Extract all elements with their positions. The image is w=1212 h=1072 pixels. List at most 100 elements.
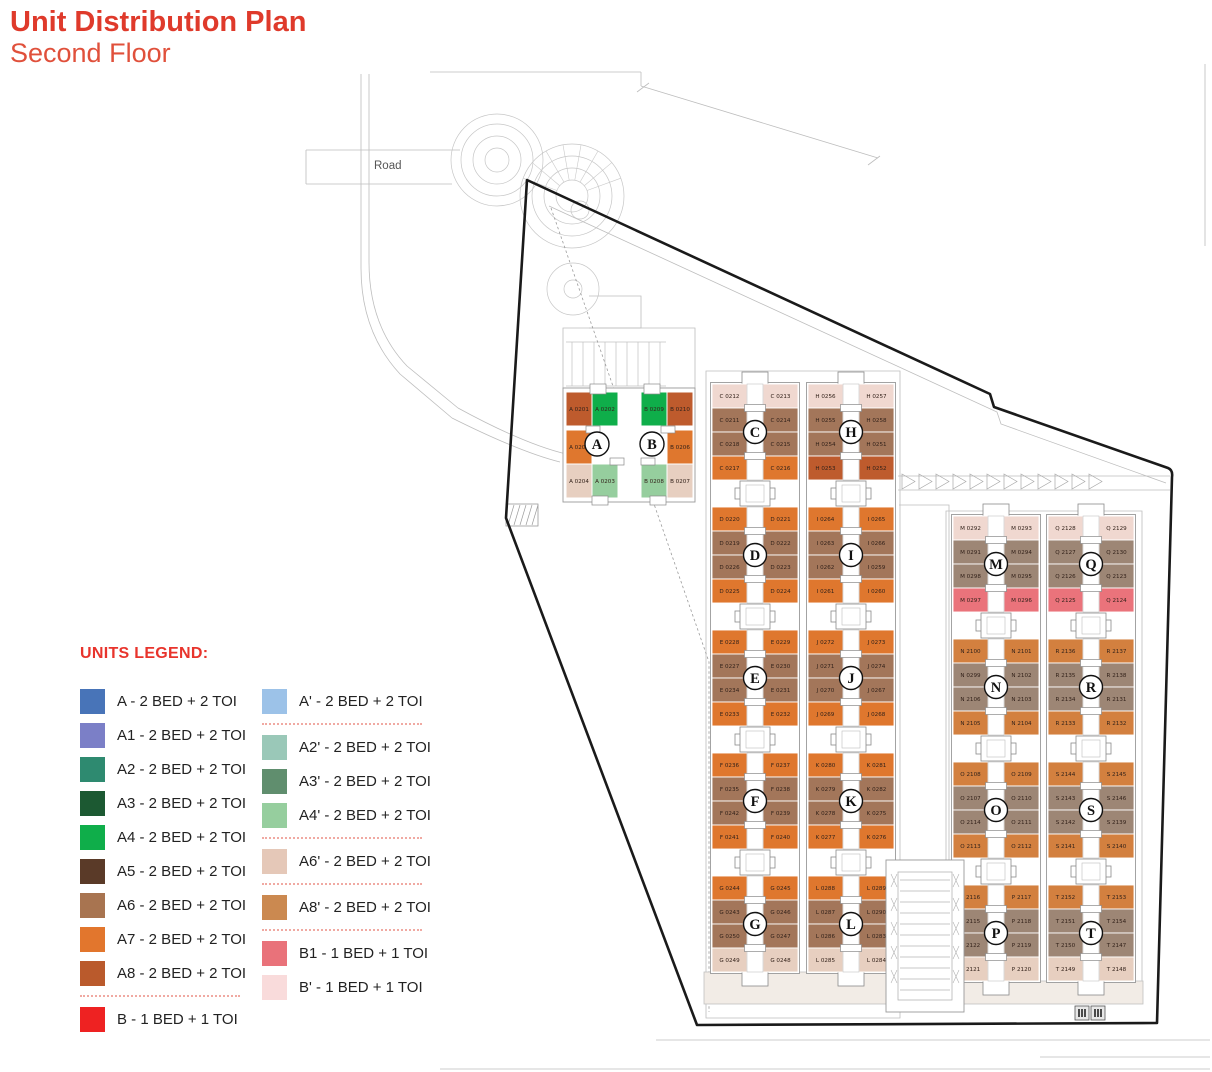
elevator-icon-bar bbox=[1094, 1009, 1096, 1017]
landscape-circle bbox=[472, 135, 522, 185]
lift-notch bbox=[840, 404, 862, 412]
unit-cell bbox=[858, 629, 895, 655]
sketch-line bbox=[867, 155, 881, 166]
unit-number-label: P 2120 bbox=[1012, 967, 1032, 973]
unit-number-label: R 2132 bbox=[1107, 721, 1127, 727]
legend-label: A2' - 2 BED + 2 TOI bbox=[299, 739, 431, 756]
unit-number-label: D 0224 bbox=[770, 589, 791, 595]
unit-cell bbox=[711, 701, 748, 727]
unit-number-label: R 2135 bbox=[1056, 673, 1076, 679]
section-F: F 0236 F 0237 F 0235 F 0238 F 0242 F 0239 F 02… bbox=[711, 752, 799, 876]
legend-label: A - 2 BED + 2 TOI bbox=[117, 693, 237, 710]
legend-column-left: A - 2 BED + 2 TOI A1 - 2 BED + 2 TOI A2 - … bbox=[80, 689, 262, 1041]
stair-core-inner bbox=[841, 607, 861, 626]
section-circle-L bbox=[838, 911, 864, 937]
landscape-circle bbox=[543, 167, 601, 225]
unit-number-label: I 0264 bbox=[817, 517, 835, 523]
lift-notch bbox=[985, 905, 1007, 913]
section-T: T 2152 T 2153 T 2151 T 2154 T 2150 T 2147 T 21… bbox=[1047, 884, 1135, 982]
gate-hatch bbox=[513, 504, 521, 526]
stringer-brace bbox=[952, 897, 960, 912]
lift-notch bbox=[744, 650, 766, 658]
gate-hatch bbox=[507, 504, 515, 526]
lift-notch bbox=[1080, 707, 1102, 715]
unit-cell bbox=[807, 530, 844, 556]
base-platform-west bbox=[703, 971, 903, 1005]
unit-number-label: P 2121 bbox=[961, 967, 981, 973]
landscape-circle bbox=[531, 155, 613, 237]
block-ab: A 0201 A 0202 A 0205 A 0204 A 0203 B 0209 B 02… bbox=[562, 383, 696, 506]
unit-number-label: F 0235 bbox=[720, 787, 740, 793]
unit-number-label: E 0229 bbox=[771, 640, 791, 646]
landscape-spoke bbox=[574, 144, 582, 181]
legend-heading: UNITS LEGEND: bbox=[80, 645, 209, 662]
unit-number-label: H 0254 bbox=[815, 442, 836, 448]
unit-number-label: E 0230 bbox=[771, 664, 791, 670]
unit-cell bbox=[1047, 686, 1084, 712]
unit-number-label: K 0281 bbox=[867, 763, 887, 769]
unit-number-label: Q 2129 bbox=[1106, 526, 1127, 532]
unit-cell bbox=[1047, 785, 1084, 811]
stair-core-tab bbox=[1077, 503, 1105, 518]
unit-number-label: G 0250 bbox=[719, 934, 740, 940]
unit-cell bbox=[711, 506, 748, 532]
stringer-brace bbox=[952, 873, 960, 888]
unit-cell bbox=[591, 391, 619, 427]
unit-number-label: C 0213 bbox=[771, 394, 791, 400]
stringer-brace bbox=[890, 921, 898, 936]
section-circle-R bbox=[1078, 674, 1104, 700]
legend-label: A' - 2 BED + 2 TOI bbox=[299, 693, 423, 710]
unit-number-label: L 0287 bbox=[816, 910, 836, 916]
stair-core-inner bbox=[1081, 862, 1101, 881]
unit-number-label: S 2142 bbox=[1056, 820, 1076, 826]
lift-notch bbox=[985, 830, 1007, 838]
unit-number-label: P 2116 bbox=[961, 895, 981, 901]
legend-columns: A - 2 BED + 2 TOI A1 - 2 BED + 2 TOI A2 - … bbox=[80, 689, 455, 1041]
unit-cell bbox=[1098, 587, 1135, 613]
lift-notch bbox=[985, 584, 1007, 592]
site-sketch-lines bbox=[305, 64, 1210, 1070]
legend-swatch bbox=[262, 769, 287, 794]
base-platform-east bbox=[944, 980, 1144, 1005]
unit-cell bbox=[762, 824, 799, 850]
unit-cell bbox=[1003, 833, 1040, 859]
legend-item-B: B - 1 BED + 1 TOI bbox=[80, 1007, 262, 1032]
section-circle-S bbox=[1078, 797, 1104, 823]
unit-cell bbox=[711, 455, 748, 481]
lift-notch bbox=[840, 773, 862, 781]
unit-number-label: Q 2127 bbox=[1055, 550, 1076, 556]
unit-number-label: M 0292 bbox=[960, 526, 981, 532]
unit-number-label: M 0298 bbox=[960, 574, 981, 580]
unit-cell bbox=[1098, 710, 1135, 736]
unit-number-label: S bbox=[1087, 803, 1095, 819]
lift-notch bbox=[840, 944, 862, 952]
unit-number-label: Q bbox=[1085, 557, 1096, 573]
lift-notch bbox=[744, 527, 766, 535]
unit-cell bbox=[1098, 563, 1135, 589]
stringer-brace bbox=[952, 921, 960, 936]
unit-cell bbox=[640, 463, 668, 499]
unit-cell bbox=[807, 431, 844, 457]
sketch-line bbox=[705, 370, 901, 1019]
unit-number-label: M 0295 bbox=[1011, 574, 1032, 580]
unit-number-label: J 0271 bbox=[816, 664, 835, 670]
unit-number-label: M bbox=[989, 557, 1003, 573]
page-subtitle: Second Floor bbox=[10, 38, 171, 69]
stair-core-tab bbox=[741, 371, 769, 386]
section-R: R 2136 R 2137 R 2135 R 2138 R 2134 R 2131 R 21… bbox=[1047, 638, 1135, 762]
unit-number-label: D 0225 bbox=[719, 589, 740, 595]
tower-column-4: Q 2128 Q 2129 Q 2127 Q 2130 Q 2126 Q 2123 Q 21… bbox=[1046, 503, 1136, 996]
unit-cell bbox=[640, 391, 668, 427]
elevator-icon-bar bbox=[1084, 1009, 1086, 1017]
lift-notch bbox=[640, 457, 656, 466]
unit-cell bbox=[762, 947, 799, 973]
unit-number-label: H 0257 bbox=[866, 394, 887, 400]
legend-item-A8': A8' - 2 BED + 2 TOI bbox=[262, 895, 452, 920]
unit-cell bbox=[952, 587, 989, 613]
walkway-bracing bbox=[1020, 473, 1035, 490]
unit-number-label: K 0277 bbox=[816, 835, 836, 841]
unit-cell bbox=[711, 947, 748, 973]
tower-column-2: H 0256 H 0257 H 0255 H 0258 H 0254 H 0251 H 02… bbox=[806, 371, 896, 987]
unit-number-label: O 2110 bbox=[1011, 796, 1032, 802]
section-H: H 0256 H 0257 H 0255 H 0258 H 0254 H 0251 H 02… bbox=[807, 383, 895, 507]
